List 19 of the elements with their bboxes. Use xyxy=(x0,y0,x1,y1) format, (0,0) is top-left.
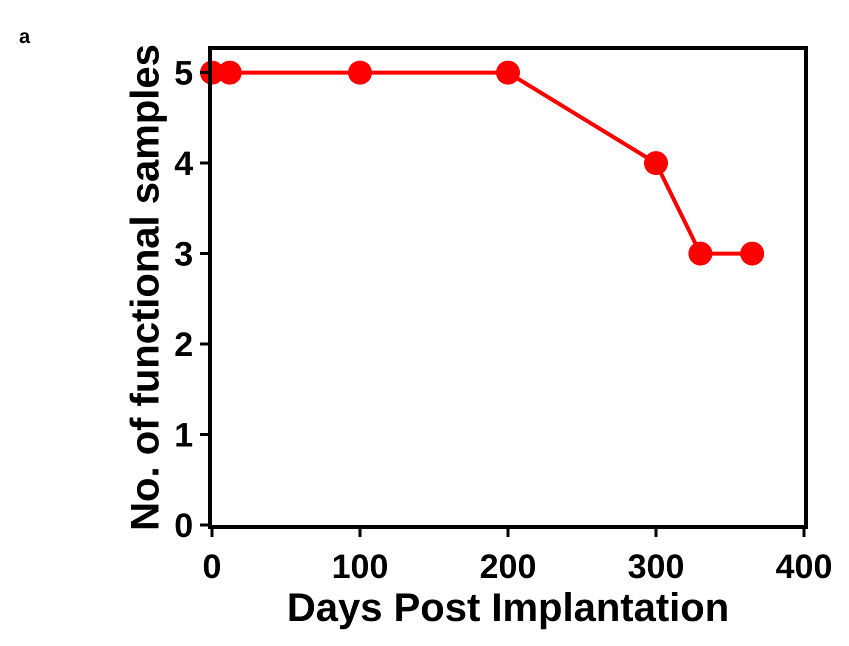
y-tick-label: 0 xyxy=(174,506,194,545)
point xyxy=(688,242,712,266)
y-tick-label: 1 xyxy=(174,416,194,454)
point xyxy=(348,60,372,85)
text: a xyxy=(19,26,31,48)
point xyxy=(644,151,668,176)
x-tick-label: 200 xyxy=(480,548,536,586)
x-axis-title: Days Post Implantation xyxy=(286,586,730,630)
y-tick-label: 2 xyxy=(174,326,194,364)
x-tick-label: 100 xyxy=(332,548,388,586)
y-tick-label: 5 xyxy=(174,54,194,93)
point xyxy=(740,242,764,266)
point xyxy=(496,60,520,85)
y-axis-title: No. of functional samples xyxy=(123,44,168,531)
x-tick-label: 0 xyxy=(202,548,222,586)
x-tick-label: 400 xyxy=(776,548,832,586)
y-tick-label: 3 xyxy=(174,235,194,274)
x-tick-label: 300 xyxy=(628,548,684,586)
y-tick-label: 4 xyxy=(174,145,194,183)
